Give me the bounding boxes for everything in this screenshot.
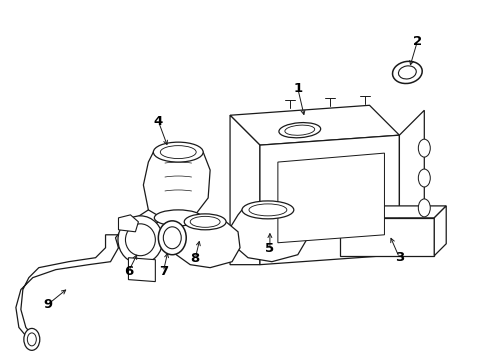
Text: 9: 9 <box>43 298 52 311</box>
Polygon shape <box>143 152 210 220</box>
Ellipse shape <box>125 224 155 256</box>
Polygon shape <box>339 218 433 256</box>
Polygon shape <box>277 153 384 243</box>
Text: 5: 5 <box>265 242 274 255</box>
Polygon shape <box>118 215 138 232</box>
Text: 4: 4 <box>153 115 163 128</box>
Polygon shape <box>433 206 446 256</box>
Ellipse shape <box>248 204 286 216</box>
Text: 1: 1 <box>293 82 302 95</box>
Polygon shape <box>16 235 118 339</box>
Ellipse shape <box>398 66 415 79</box>
Ellipse shape <box>24 328 40 350</box>
Polygon shape <box>260 135 399 265</box>
Ellipse shape <box>417 199 429 217</box>
Ellipse shape <box>190 216 220 227</box>
Ellipse shape <box>153 142 203 162</box>
Ellipse shape <box>163 227 181 249</box>
Ellipse shape <box>278 123 320 138</box>
Ellipse shape <box>154 210 202 226</box>
Polygon shape <box>229 210 307 262</box>
Ellipse shape <box>417 169 429 187</box>
Text: 6: 6 <box>123 265 133 278</box>
Ellipse shape <box>392 61 421 84</box>
Ellipse shape <box>285 125 314 135</box>
Polygon shape <box>339 206 446 218</box>
Ellipse shape <box>417 139 429 157</box>
Polygon shape <box>399 110 424 255</box>
Ellipse shape <box>160 146 196 159</box>
Text: 8: 8 <box>190 252 200 265</box>
Text: 3: 3 <box>394 251 403 264</box>
Polygon shape <box>172 222 240 268</box>
Ellipse shape <box>242 201 293 219</box>
Text: 7: 7 <box>159 265 167 278</box>
Ellipse shape <box>184 214 225 230</box>
Ellipse shape <box>158 221 186 255</box>
Polygon shape <box>229 105 399 145</box>
Polygon shape <box>229 115 260 265</box>
Ellipse shape <box>118 216 163 264</box>
Text: 2: 2 <box>412 35 421 48</box>
Polygon shape <box>128 258 155 282</box>
Ellipse shape <box>27 333 36 346</box>
